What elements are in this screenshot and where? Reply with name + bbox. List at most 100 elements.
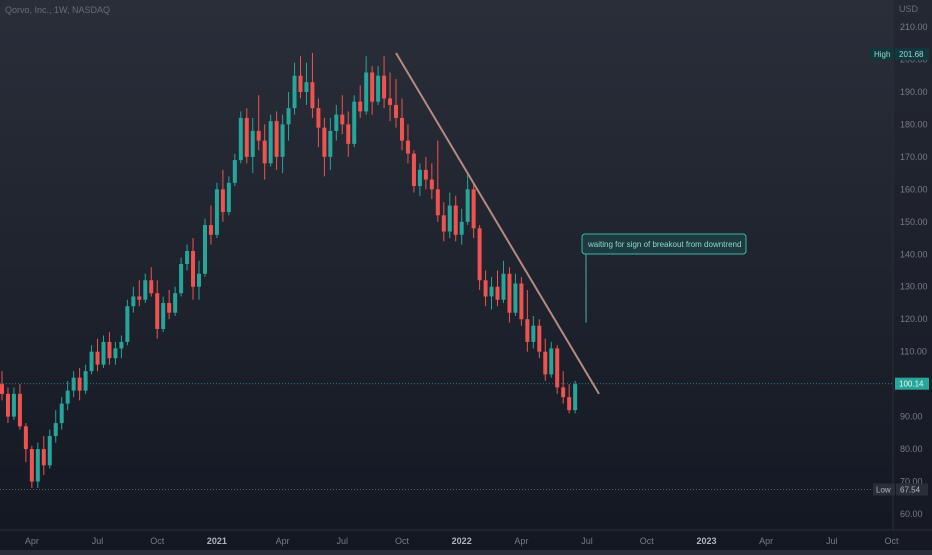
y-tick-label: 140.00 <box>900 249 928 259</box>
candle-body <box>167 302 172 313</box>
candle-body <box>382 75 387 99</box>
y-tick-label: 180.00 <box>900 119 928 129</box>
candle-body <box>352 101 357 144</box>
candle-body <box>346 124 351 144</box>
candle-body <box>513 283 518 313</box>
x-tick-label: Apr <box>514 536 528 546</box>
x-tick-label: 2021 <box>207 536 227 546</box>
candle-body <box>358 101 363 112</box>
candle-body <box>47 436 52 466</box>
x-tick-label: Oct <box>640 536 655 546</box>
candle-body <box>197 273 202 287</box>
candle-body <box>286 108 291 125</box>
candle-body <box>185 251 190 265</box>
candle-body <box>423 169 428 180</box>
high-value-label: 201.68 <box>899 50 924 59</box>
candle-body <box>29 449 34 482</box>
candle-body <box>537 325 542 352</box>
candle-body <box>238 117 243 161</box>
high-value-tag <box>895 48 929 61</box>
candle-body <box>179 264 184 294</box>
y-tick-label: 150.00 <box>900 217 928 227</box>
symbol-title: Qorvo, Inc., 1W, NASDAQ <box>5 5 111 15</box>
candle-body <box>507 273 512 313</box>
candle-body <box>65 390 70 404</box>
x-tick-label: Oct <box>885 536 900 546</box>
high-tag <box>870 48 894 61</box>
candle-body <box>35 449 40 482</box>
y-tick-label: 110.00 <box>900 347 927 357</box>
last-price-label: 100.14 <box>899 380 924 389</box>
candle-body <box>555 348 560 388</box>
callout-pointer <box>585 253 592 323</box>
candle-body <box>268 121 273 164</box>
candle-body <box>17 393 22 427</box>
candle-body <box>214 189 219 235</box>
candle-body <box>531 325 536 342</box>
candle-body <box>262 140 267 164</box>
currency-label: USD <box>898 4 918 14</box>
candle-body <box>334 114 339 131</box>
candle-body <box>226 182 231 213</box>
candle-body <box>107 341 112 359</box>
candle-body <box>525 319 530 342</box>
candle-body <box>298 75 303 92</box>
candle-body <box>459 221 464 235</box>
x-tick-label: Apr <box>25 536 39 546</box>
candle-body <box>447 205 452 232</box>
high-tag-label: High <box>874 50 890 59</box>
y-tick-label: 170.00 <box>900 152 928 162</box>
candle-body <box>429 179 434 190</box>
low-value-label: 67.54 <box>900 486 921 495</box>
candle-body <box>41 449 46 466</box>
y-tick-label: 130.00 <box>900 282 928 292</box>
y-tick-label: 210.00 <box>900 22 928 32</box>
callout-box <box>581 233 747 255</box>
candle-body <box>483 280 488 297</box>
low-value-tag <box>896 483 928 496</box>
candle-body <box>322 127 327 157</box>
y-tick-label: 60.00 <box>900 509 923 519</box>
x-tick-label: 2022 <box>452 536 472 546</box>
candle-body <box>489 286 494 297</box>
candle-body <box>131 296 136 307</box>
candle-body <box>137 296 142 300</box>
candle-body <box>77 377 82 391</box>
candle-body <box>101 341 106 365</box>
candle-body <box>292 75 297 109</box>
candle-body <box>364 72 369 112</box>
price-axis-panel <box>893 0 932 550</box>
candle-body <box>435 189 440 216</box>
x-tick-label: Apr <box>276 536 290 546</box>
x-tick-label: Jul <box>581 536 593 546</box>
low-tag-label: Low <box>876 486 891 495</box>
candle-body <box>370 72 375 102</box>
y-tick-label: 160.00 <box>900 184 928 194</box>
candle-body <box>304 82 309 92</box>
candle-body <box>11 393 16 417</box>
candle-body <box>220 189 225 213</box>
candle-body <box>256 130 261 141</box>
x-tick-label: Oct <box>395 536 410 546</box>
candle-body <box>477 228 482 281</box>
candle-body <box>465 189 470 222</box>
candle-body <box>441 215 446 232</box>
candle-body <box>388 98 393 105</box>
candle-body <box>89 351 94 372</box>
candle-body <box>0 384 4 394</box>
candle-body <box>376 75 381 102</box>
candle-body <box>119 341 124 349</box>
candle-body <box>519 283 524 320</box>
candle-body <box>328 130 333 157</box>
candle-body <box>399 117 404 141</box>
candle-body <box>5 393 10 417</box>
x-tick-label: Jul <box>337 536 349 546</box>
x-tick-label: Jul <box>826 536 838 546</box>
candle-body <box>250 130 255 157</box>
candle-body <box>71 377 76 391</box>
y-tick-label: 120.00 <box>900 314 928 324</box>
candle-body <box>573 384 578 411</box>
candle-body <box>310 82 315 109</box>
